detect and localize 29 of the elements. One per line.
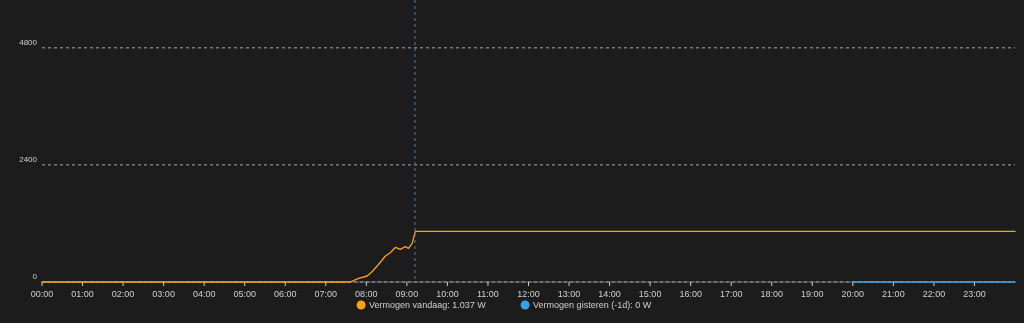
x-tick-label: 14:00: [598, 289, 621, 299]
x-tick-label: 04:00: [192, 289, 216, 299]
x-tick-label: 07:00: [314, 289, 338, 299]
x-tick-label: 09:00: [395, 289, 419, 299]
x-tick-label: 16:00: [679, 289, 702, 299]
x-tick-label: 18:00: [760, 289, 784, 299]
x-tick-label: 05:00: [233, 289, 256, 299]
x-tick-label: 13:00: [557, 289, 581, 299]
x-tick-label: 06:00: [273, 289, 297, 299]
x-tick-label: 02:00: [111, 289, 135, 299]
x-tick-label: 08:00: [355, 289, 378, 299]
x-tick-label: 10:00: [436, 289, 459, 299]
x-tick-label: 15:00: [638, 289, 662, 299]
x-tick-label: 19:00: [801, 289, 824, 299]
x-tick-label: 01:00: [71, 289, 94, 299]
x-tick-label: 17:00: [719, 289, 743, 299]
legend-label: Vermogen vandaag: 1.037 W: [369, 300, 487, 310]
x-tick-label: 11:00: [477, 289, 499, 299]
x-tick-label: 20:00: [841, 289, 865, 299]
x-tick-label: 23:00: [963, 289, 986, 299]
y-tick-label: 0: [32, 272, 38, 281]
x-tick-label: 00:00: [30, 289, 54, 299]
x-tick-label: 21:00: [882, 289, 905, 299]
legend-label: Vermogen gisteren (-1d): 0 W: [533, 300, 652, 310]
y-tick-label: 4800: [19, 37, 38, 47]
y-tick-label: 2400: [19, 154, 38, 164]
x-tick-label: 03:00: [152, 289, 175, 299]
x-tick-label: 22:00: [922, 289, 946, 299]
x-tick-label: 12:00: [517, 289, 540, 299]
